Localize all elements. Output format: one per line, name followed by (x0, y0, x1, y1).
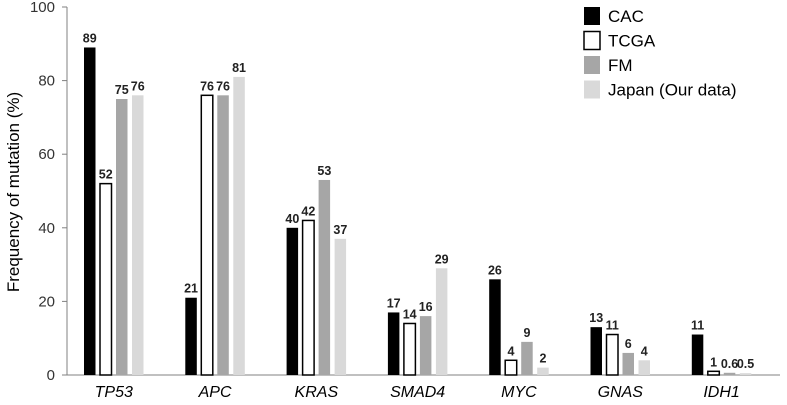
data-label: 11 (606, 319, 619, 333)
bar-tcga-apc (200, 94, 214, 376)
bar-tcga-gnas (605, 333, 619, 376)
category-label-gnas: GNAS (598, 384, 644, 401)
bar-fm-apc (217, 95, 229, 375)
y-tick-label: 40 (38, 220, 55, 237)
data-label: 4 (641, 344, 648, 358)
legend-label: Japan (Our data) (608, 81, 737, 100)
bar-groups (84, 47, 752, 376)
bar-japan-our-data-tp53 (132, 95, 144, 375)
bar-japan-our-data-idh1 (739, 373, 752, 375)
bar-cac-idh1 (691, 334, 704, 375)
data-label: 14 (403, 307, 417, 321)
bar-tcga-smad4 (403, 322, 417, 376)
bar-cac-myc (489, 279, 501, 375)
bar-tcga-kras (301, 219, 315, 376)
bar-japan-our-data-smad4 (435, 268, 448, 375)
bar-fm-tp53 (116, 99, 128, 375)
bar-fm-myc (521, 341, 533, 375)
category-label-tp53: TP53 (95, 384, 133, 401)
y-axis-title: Frequency of mutation (%) (4, 92, 23, 292)
data-label: 76 (131, 79, 145, 93)
legend-swatch-tcga (583, 30, 601, 51)
data-label: 6 (625, 337, 632, 351)
legend-label: FM (608, 56, 633, 75)
data-label: 26 (488, 263, 502, 277)
bar-fm-kras (318, 179, 331, 375)
data-label: 17 (387, 296, 401, 310)
bar-cac-smad4 (387, 312, 400, 375)
legend-label: TCGA (608, 32, 656, 51)
y-axis-ticks: 0 20 40 60 80 100 (30, 0, 67, 384)
data-label: 0.6 (721, 357, 738, 371)
bar-tcga-idh1 (707, 370, 721, 376)
data-label: 11 (691, 319, 704, 333)
bar-cac-kras (286, 227, 299, 375)
data-label: 1 (710, 355, 717, 369)
y-tick-label: 0 (47, 367, 55, 384)
data-label: 21 (184, 282, 198, 296)
data-label: 52 (99, 168, 113, 182)
legend-swatch-japan-our-data (584, 80, 600, 99)
bar-tcga-myc (504, 359, 518, 376)
data-label: 40 (285, 212, 299, 226)
category-labels: TP53 APC KRAS SMAD4 MYC GNAS IDH1 (95, 384, 740, 401)
bar-japan-our-data-gnas (638, 360, 650, 375)
data-label: 76 (200, 79, 214, 93)
category-label-apc: APC (198, 384, 232, 401)
bar-japan-our-data-myc (537, 367, 549, 375)
bar-fm-smad4 (419, 316, 432, 375)
legend-swatch-cac (584, 7, 600, 25)
legend: CAC TCGA FM Japan (Our data) (583, 7, 737, 100)
bar-cac-apc (185, 297, 197, 375)
bar-cac-gnas (590, 327, 602, 375)
bar-japan-our-data-apc (233, 76, 245, 376)
category-label-idh1: IDH1 (703, 384, 739, 401)
data-label: 4 (507, 344, 514, 358)
data-label: 13 (589, 311, 603, 325)
data-label: 76 (216, 79, 230, 93)
data-label: 53 (317, 164, 331, 178)
data-label: 16 (419, 300, 433, 314)
data-label: 9 (523, 326, 530, 340)
data-label: 89 (83, 31, 97, 45)
data-label: 2 (539, 352, 546, 366)
legend-label: CAC (608, 7, 644, 26)
data-label: 0.5 (737, 357, 754, 371)
bar-fm-idh1 (723, 372, 736, 375)
data-label: 37 (333, 223, 347, 237)
y-tick-label: 80 (38, 73, 55, 90)
data-label: 42 (301, 204, 315, 218)
bar-japan-our-data-kras (334, 238, 347, 375)
bar-tcga-tp53 (99, 182, 113, 376)
y-tick-label: 60 (38, 146, 55, 163)
data-label: 81 (232, 61, 246, 75)
category-label-myc: MYC (501, 384, 537, 401)
data-label: 29 (435, 252, 449, 266)
bar-cac-tp53 (84, 47, 96, 375)
category-label-kras: KRAS (295, 384, 339, 401)
bar-fm-gnas (622, 352, 634, 375)
y-tick-label: 100 (30, 0, 55, 16)
legend-swatch-fm (584, 56, 600, 74)
y-tick-label: 20 (38, 293, 55, 310)
category-label-smad4: SMAD4 (390, 384, 445, 401)
data-label: 75 (115, 83, 129, 97)
